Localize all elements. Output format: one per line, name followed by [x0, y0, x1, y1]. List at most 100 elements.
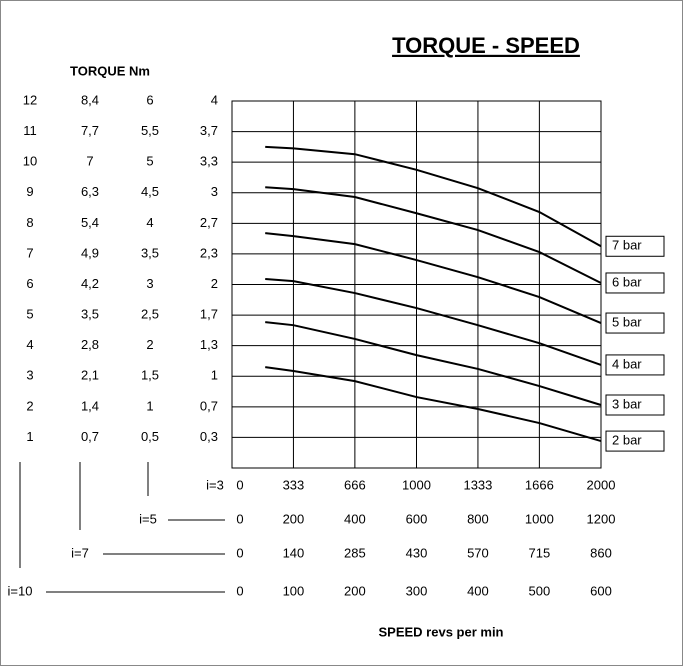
legend-label: 2 bar: [612, 433, 642, 448]
torque-label: 2,3: [200, 245, 218, 260]
torque-label: 1,7: [200, 307, 218, 322]
torque-label: 0,3: [200, 429, 218, 444]
chart-title: TORQUE - SPEED: [392, 33, 580, 58]
torque-label: 5,5: [141, 123, 159, 138]
alt-x-tick-label: 400: [467, 583, 489, 598]
x-axis-label: SPEED revs per min: [379, 624, 504, 639]
torque-label: 2,7: [200, 215, 218, 230]
x-tick-label: 1000: [402, 477, 431, 492]
alt-x-tick-label: 430: [406, 545, 428, 560]
torque-label: 3: [211, 184, 218, 199]
x-tick-label: 1666: [525, 477, 554, 492]
torque-label: 5: [146, 154, 153, 169]
x-tick-label: 333: [283, 477, 305, 492]
alt-x-tick-label: 1000: [525, 511, 554, 526]
ratio-label: i=5: [139, 511, 157, 526]
torque-label: 7,7: [81, 123, 99, 138]
legend-box: [605, 354, 665, 376]
torque-label: 3,5: [141, 245, 159, 260]
alt-x-tick-label: 300: [406, 583, 428, 598]
torque-label: 1: [146, 398, 153, 413]
y-tick-label: 8: [26, 215, 33, 230]
torque-label: 6,3: [81, 184, 99, 199]
y-tick-label: 10: [23, 154, 37, 169]
y-tick-label: 5: [26, 307, 33, 322]
alt-x-tick-label: 1200: [587, 511, 616, 526]
alt-x-tick-label: 285: [344, 545, 366, 560]
legend-label: 6 bar: [612, 274, 642, 289]
legend-box: [605, 235, 665, 257]
ratio-label: i=3: [206, 477, 224, 492]
alt-x-tick-label: 200: [283, 511, 305, 526]
y-tick-label: 3: [26, 368, 33, 383]
legend-box: [605, 272, 665, 294]
torque-label: 1: [211, 368, 218, 383]
legend-label: 7 bar: [612, 238, 642, 253]
x-tick-label: 2000: [587, 477, 616, 492]
torque-label: 4,5: [141, 184, 159, 199]
y-axis-label: TORQUE Nm: [70, 63, 150, 78]
y-tick-label: 7: [26, 245, 33, 260]
torque-label: 3,3: [200, 154, 218, 169]
torque-label: 2,5: [141, 307, 159, 322]
alt-x-tick-label: 0: [236, 583, 243, 598]
alt-x-tick-label: 0: [236, 545, 243, 560]
torque-label: 6: [146, 92, 153, 107]
ratio-label: i=7: [71, 545, 89, 560]
torque-label: 2: [146, 337, 153, 352]
torque-label: 0,7: [200, 398, 218, 413]
torque-label: 1,4: [81, 398, 99, 413]
torque-label: 1,3: [200, 337, 218, 352]
torque-label: 0,7: [81, 429, 99, 444]
torque-label: 4,9: [81, 245, 99, 260]
series-line: [265, 186, 602, 284]
legend-label: 5 bar: [612, 314, 642, 329]
alt-x-tick-label: 860: [590, 545, 612, 560]
torque-label: 4,2: [81, 276, 99, 291]
alt-x-tick-label: 400: [344, 511, 366, 526]
torque-label: 2: [211, 276, 218, 291]
torque-label: 3: [146, 276, 153, 291]
alt-x-tick-label: 570: [467, 545, 489, 560]
torque-label: 7: [86, 154, 93, 169]
alt-x-tick-label: 600: [406, 511, 428, 526]
y-tick-label: 4: [26, 337, 33, 352]
legend-label: 3 bar: [612, 396, 642, 411]
series-line: [265, 321, 602, 406]
x-tick-label: 0: [236, 477, 243, 492]
alt-x-tick-label: 500: [529, 583, 551, 598]
torque-label: 1,5: [141, 368, 159, 383]
alt-x-tick-label: 715: [529, 545, 551, 560]
alt-x-tick-label: 100: [283, 583, 305, 598]
legend-box: [605, 394, 665, 416]
torque-label: 3,7: [200, 123, 218, 138]
legend-label: 4 bar: [612, 356, 642, 371]
series-line: [265, 145, 602, 248]
y-tick-label: 1: [26, 429, 33, 444]
torque-label: 2,8: [81, 337, 99, 352]
alt-x-tick-label: 600: [590, 583, 612, 598]
torque-label: 8,4: [81, 92, 99, 107]
series-line: [265, 277, 602, 366]
torque-label: 0,5: [141, 429, 159, 444]
torque-label: 4: [146, 215, 153, 230]
alt-x-tick-label: 140: [283, 545, 305, 560]
y-tick-label: 6: [26, 276, 33, 291]
ratio-label: i=10: [8, 583, 33, 598]
series-line: [265, 366, 602, 443]
torque-label: 3,5: [81, 307, 99, 322]
alt-x-tick-label: 0: [236, 511, 243, 526]
x-tick-label: 1333: [463, 477, 492, 492]
alt-x-tick-label: 200: [344, 583, 366, 598]
legend-box: [605, 312, 665, 334]
y-tick-label: 12: [23, 92, 37, 107]
x-tick-label: 666: [344, 477, 366, 492]
y-tick-label: 9: [26, 184, 33, 199]
torque-label: 5,4: [81, 215, 99, 230]
alt-x-tick-label: 800: [467, 511, 489, 526]
y-tick-label: 11: [23, 123, 37, 138]
legend-box: [605, 430, 665, 452]
series-line: [265, 232, 602, 324]
